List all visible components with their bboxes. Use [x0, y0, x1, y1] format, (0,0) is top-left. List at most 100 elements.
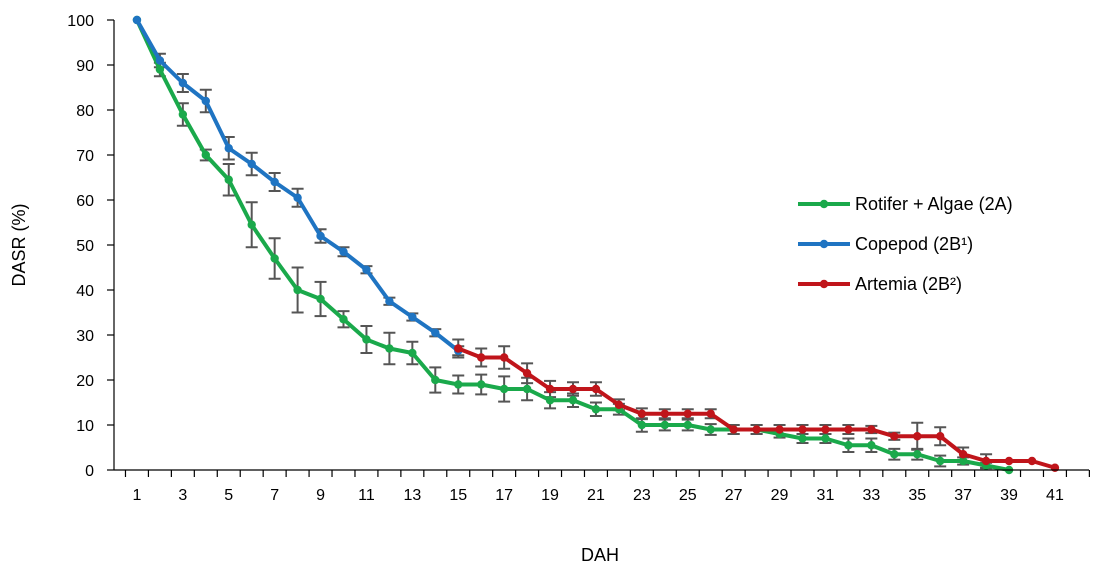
data-point [522, 369, 532, 378]
data-point [591, 384, 601, 394]
data-point [178, 78, 188, 88]
data-point [568, 384, 578, 394]
data-point [981, 456, 991, 466]
x-tick-label: 25 [679, 487, 697, 504]
data-point [362, 335, 371, 344]
data-point [958, 456, 968, 466]
data-point [155, 56, 165, 65]
data-point [1050, 463, 1060, 472]
data-point [775, 425, 784, 434]
y-tick-label: 70 [76, 148, 94, 165]
y-tick-label: 0 [85, 463, 94, 480]
y-tick-label: 60 [76, 193, 94, 210]
data-point [431, 328, 440, 337]
data-point [293, 285, 302, 295]
x-tick-label: 27 [725, 487, 743, 504]
x-tick-label: 23 [633, 487, 651, 504]
legend-swatch-marker [819, 279, 829, 289]
y-tick-label: 10 [76, 418, 94, 435]
data-point [867, 441, 876, 450]
y-tick-label: 40 [76, 283, 94, 300]
y-axis-title: DASR (%) [9, 203, 29, 286]
data-point [821, 434, 830, 443]
data-point [178, 110, 188, 119]
data-point [477, 380, 486, 389]
data-point [454, 344, 463, 353]
x-tick-label: 19 [541, 487, 559, 504]
data-point [522, 384, 532, 394]
data-point [844, 441, 853, 450]
x-tick-label: 15 [449, 487, 467, 504]
x-tick-label: 17 [495, 487, 513, 504]
data-point [293, 193, 302, 202]
x-tick-label: 37 [954, 487, 972, 504]
data-point [1027, 456, 1037, 466]
y-tick-label: 20 [76, 373, 94, 390]
data-point [499, 353, 509, 362]
error-bars [153, 52, 993, 470]
data-point [798, 434, 807, 443]
data-point [408, 348, 417, 358]
data-point [890, 432, 899, 441]
y-tick-label: 30 [76, 328, 94, 345]
data-point [155, 65, 165, 74]
data-point [477, 353, 486, 362]
x-tick-label: 31 [817, 487, 835, 504]
data-point [752, 425, 761, 434]
data-point [385, 344, 394, 353]
y-tick-label: 100 [67, 13, 94, 30]
y-tick-label: 50 [76, 238, 94, 255]
x-tick-label: 5 [224, 487, 233, 504]
data-point [385, 297, 394, 306]
data-point [958, 450, 968, 459]
data-point [706, 409, 715, 418]
legend-item: Rotifer + Algae (2A) [798, 194, 1013, 214]
data-point [660, 409, 669, 418]
x-tick-label: 9 [316, 487, 325, 504]
data-point [913, 432, 922, 441]
legend-swatch-marker [819, 199, 829, 209]
x-tick-label: 13 [403, 487, 421, 504]
data-point [913, 450, 922, 459]
x-tick-label: 3 [178, 487, 187, 504]
data-point [637, 409, 647, 418]
data-point [316, 294, 325, 304]
data-point [247, 159, 256, 169]
data-point [339, 315, 348, 324]
data-point [890, 450, 899, 459]
data-point [339, 247, 348, 256]
x-tick-label: 39 [1000, 487, 1018, 504]
x-tick-label: 33 [862, 487, 880, 504]
data-point [568, 396, 578, 405]
data-point [316, 231, 325, 241]
data-point [201, 96, 210, 106]
x-ticks: 1 3 5 7 9 11 13 15 17 19 21 23 25 27 29 31 33 35 37 39 41 [124, 470, 1090, 504]
series-2 [132, 15, 463, 355]
x-tick-label: 29 [771, 487, 789, 504]
data-point [936, 432, 945, 441]
data-point [545, 396, 555, 405]
data-point [798, 425, 807, 434]
x-tick-label: 7 [270, 487, 279, 504]
x-axis-title: DAH [581, 545, 619, 565]
data-point [660, 420, 669, 430]
data-point [362, 265, 371, 274]
data-point [867, 425, 876, 434]
data-point [545, 384, 555, 394]
legend-item: Copepod (2B¹) [798, 234, 973, 254]
series-1 [132, 15, 1014, 475]
data-point [132, 15, 142, 25]
legend-swatch-marker [819, 239, 829, 249]
legend-label: Rotifer + Algae (2A) [855, 194, 1013, 214]
x-tick-label: 41 [1046, 487, 1064, 504]
data-point [270, 177, 279, 187]
x-tick-label: 21 [587, 487, 605, 504]
data-point [499, 384, 509, 394]
x-tick-label: 11 [358, 487, 375, 504]
data-point [431, 375, 440, 385]
data-point [936, 456, 945, 466]
data-point [729, 425, 738, 434]
data-point [1004, 456, 1014, 466]
